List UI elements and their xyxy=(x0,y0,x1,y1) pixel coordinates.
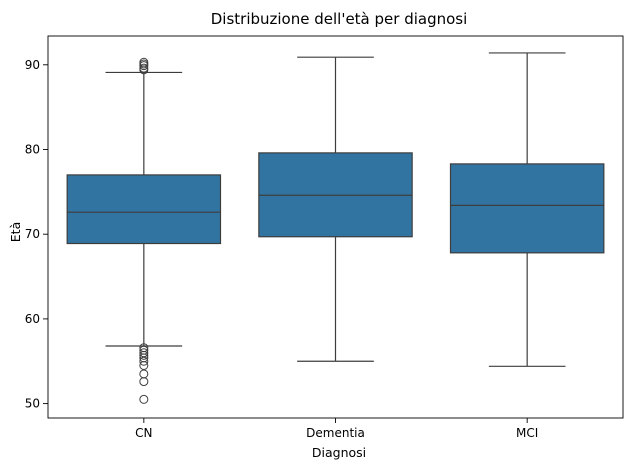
outlier-point xyxy=(139,65,149,75)
box-cn xyxy=(66,174,222,245)
y-tick-label: 50 xyxy=(25,397,40,411)
y-tick-label: 60 xyxy=(25,312,40,326)
outlier-point xyxy=(139,369,149,379)
x-tick-label: MCI xyxy=(516,426,538,440)
x-tick-label: CN xyxy=(135,426,152,440)
plot-area: 50 60 70 80 90 CN Dementia MCI xyxy=(25,35,624,440)
x-axis-label: Diagnosi xyxy=(312,445,366,460)
box-mci xyxy=(449,163,605,254)
y-tick-label: 90 xyxy=(25,58,40,72)
y-tick-label: 70 xyxy=(25,227,40,241)
outlier-point xyxy=(139,350,149,360)
y-axis-label: Età xyxy=(8,222,23,242)
x-tick-label: Dementia xyxy=(306,426,365,440)
outlier-point xyxy=(139,377,149,387)
chart-title: Distribuzione dell'età per diagnosi xyxy=(211,10,468,28)
y-tick-label: 80 xyxy=(25,142,40,156)
outlier-point xyxy=(139,394,149,404)
outlier-point xyxy=(139,61,149,71)
outlier-point xyxy=(139,356,149,366)
